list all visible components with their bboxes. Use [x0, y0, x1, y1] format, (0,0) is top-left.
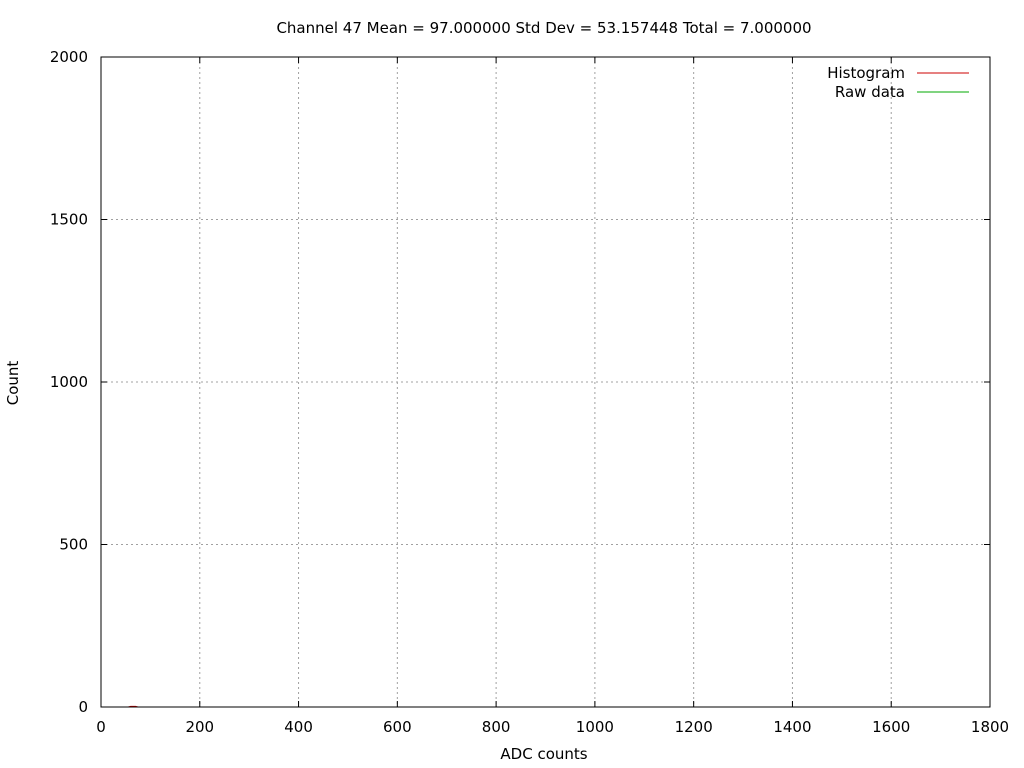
x-axis-label: ADC counts	[500, 745, 587, 763]
x-tick-label: 0	[96, 718, 106, 736]
y-tick-label: 1000	[50, 373, 88, 391]
y-tick-label: 2000	[50, 48, 88, 66]
x-tick-label: 1400	[773, 718, 811, 736]
x-tick-label: 800	[482, 718, 511, 736]
y-tick-label: 0	[78, 698, 88, 716]
x-tick-label: 1800	[971, 718, 1009, 736]
x-tick-label: 600	[383, 718, 412, 736]
x-tick-label: 1600	[872, 718, 910, 736]
x-tick-label: 1200	[675, 718, 713, 736]
chart-title: Channel 47 Mean = 97.000000 Std Dev = 53…	[276, 19, 811, 37]
x-tick-label: 400	[284, 718, 313, 736]
x-tick-label: 1000	[576, 718, 614, 736]
y-axis-label: Count	[4, 361, 22, 406]
x-tick-label: 200	[185, 718, 214, 736]
axis-ticks: 0 200 400 600 800 1000 1200 1400 1600 1800 0 500 100…	[50, 48, 1009, 736]
grid	[101, 56, 990, 707]
y-tick-label: 500	[59, 536, 88, 554]
y-tick-label: 1500	[50, 211, 88, 229]
legend-label: Raw data	[835, 83, 905, 101]
legend-label: Histogram	[827, 64, 905, 82]
